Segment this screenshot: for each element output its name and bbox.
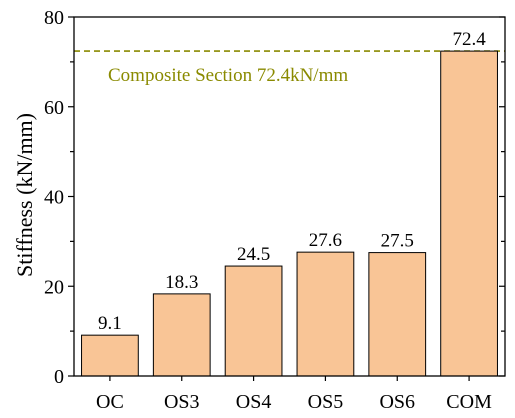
data-label-os3: 18.3: [165, 272, 198, 293]
bar-os6: [368, 252, 427, 377]
plot-frame: [73, 16, 506, 377]
x-tick-label-os5: OS5: [308, 391, 344, 413]
bar-os5: [296, 251, 355, 377]
bar-os4: [224, 265, 283, 377]
reference-line-label: Composite Section 72.4kN/mm: [108, 65, 348, 86]
y-tick-label: 40: [44, 187, 64, 209]
x-tick-label-os3: OS3: [164, 391, 200, 413]
x-tick-label-com: COM: [446, 391, 492, 413]
data-label-os5: 27.6: [309, 230, 342, 251]
data-label-oc: 9.1: [98, 313, 122, 334]
y-tick-label: 20: [44, 276, 64, 298]
bar-oc: [81, 334, 139, 377]
x-tick-label-oc: OC: [96, 391, 124, 413]
y-tick-label: 0: [54, 366, 64, 388]
bars-group: 9.1 OC 18.3 OS3 24.5 OS4 27.6 OS5 27.5 OS6 72.4 COM: [81, 29, 498, 413]
y-tick-label: 60: [44, 97, 64, 119]
axis-ticks-group: 0 20 40 60 80: [44, 7, 505, 388]
data-label-os6: 27.5: [381, 231, 414, 252]
y-tick-label: 80: [44, 7, 64, 29]
bar-com: [440, 50, 498, 377]
data-label-com: 72.4: [452, 29, 486, 50]
x-tick-label-os6: OS6: [379, 391, 415, 413]
data-label-os4: 24.5: [237, 244, 270, 265]
x-tick-label-os4: OS4: [236, 391, 272, 413]
bar-os3: [152, 293, 211, 377]
y-axis-label: Stiffness (kN/mm): [12, 113, 37, 277]
